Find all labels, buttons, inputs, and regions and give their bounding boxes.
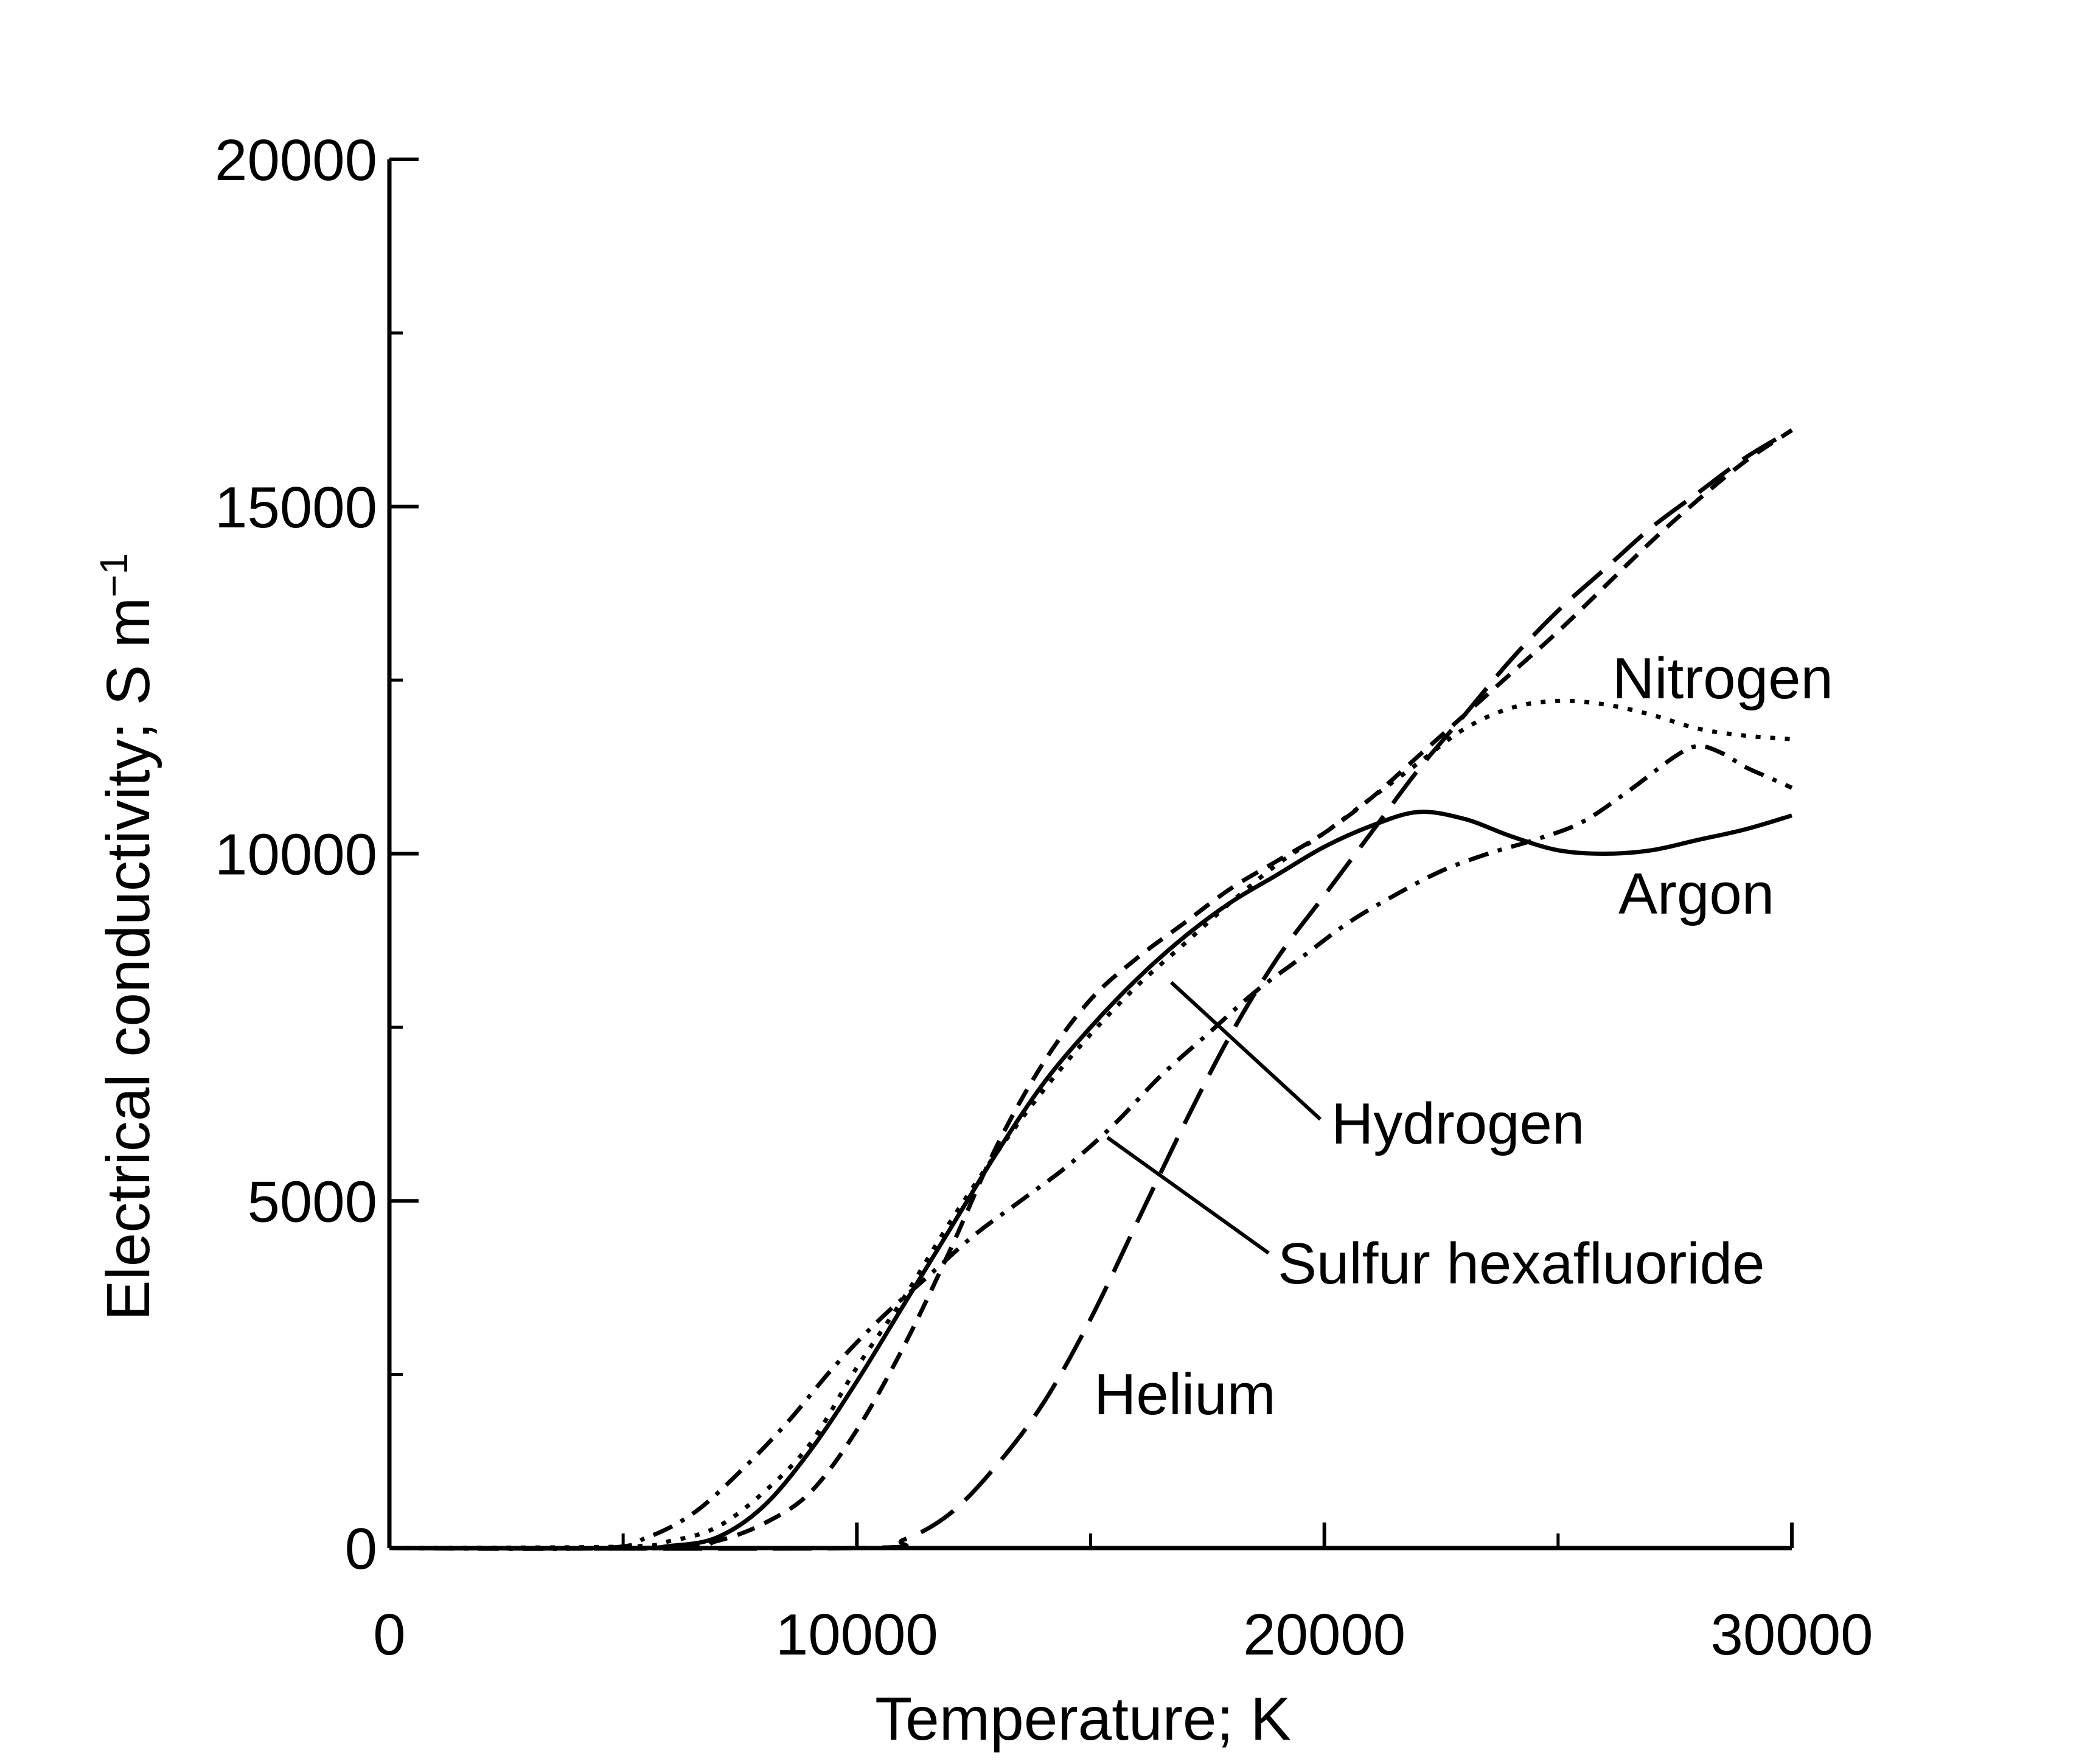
x-tick-label: 0	[373, 1602, 405, 1667]
tick-labels: 0 10000 20000 30000 0 5000 10000 15000 20000	[215, 128, 1873, 1667]
series-label-helium: Helium	[1094, 1362, 1276, 1427]
annotations: Nitrogen Argon Hydrogen Sulfur hexafluoride…	[1094, 646, 1833, 1427]
series-lines	[389, 428, 1793, 1551]
series-line-argon	[389, 810, 1792, 1550]
x-tick-label: 10000	[776, 1602, 938, 1667]
series-label-sulfur-hexafluoride: Sulfur hexafluoride	[1278, 1231, 1764, 1296]
x-axis-title: Temperature; K	[875, 1685, 1291, 1753]
series-line-helium	[389, 428, 1793, 1551]
tick-marks	[388, 158, 1794, 1550]
x-tick-label: 30000	[1711, 1602, 1873, 1667]
y-axis-title: Electrical conductivity; S m−1	[92, 553, 162, 1321]
series-line-sulfur-hexafluoride	[389, 744, 1793, 1551]
series-label-hydrogen: Hydrogen	[1331, 1091, 1584, 1156]
y-axis-title-main: Electrical conductivity; S m	[94, 597, 162, 1321]
y-tick-label: 0	[345, 1516, 377, 1582]
y-tick-label: 20000	[215, 128, 377, 193]
y-tick-label: 5000	[247, 1169, 377, 1234]
leader-line-sulfur-hexafluoride	[1106, 1136, 1270, 1255]
series-line-hydrogen	[389, 428, 1793, 1551]
series-line-nitrogen	[389, 698, 1792, 1550]
series-label-nitrogen: Nitrogen	[1612, 646, 1833, 711]
y-tick-label: 15000	[215, 475, 377, 540]
x-tick-label: 20000	[1243, 1602, 1405, 1667]
annotation-leaders	[1106, 981, 1322, 1255]
y-tick-label: 10000	[215, 822, 377, 887]
leader-line-hydrogen	[1169, 981, 1322, 1121]
y-axis-title-superscript: −1	[92, 553, 136, 597]
series-label-argon: Argon	[1618, 861, 1774, 926]
